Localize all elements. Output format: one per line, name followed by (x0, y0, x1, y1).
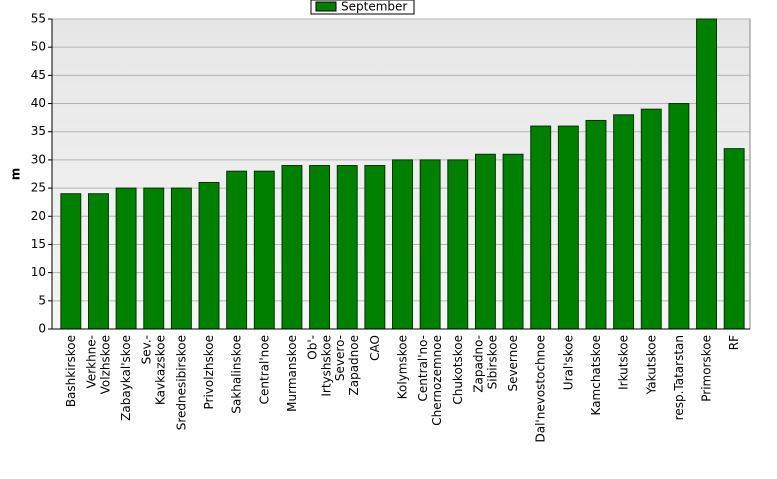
x-tick-label: Dal'nevostochnoe (534, 335, 548, 443)
y-tick-label: 10 (31, 265, 46, 279)
y-tick-label: 55 (31, 12, 46, 26)
legend-label: September (341, 0, 407, 14)
x-tick-label: Privolzhskoe (202, 335, 216, 409)
bar (668, 103, 690, 330)
x-tick-label: Kamchatskoe (589, 335, 603, 415)
x-tick-label: Kolymskoe (396, 335, 410, 399)
bar (530, 125, 552, 330)
y-tick-label: 15 (31, 237, 46, 251)
bar (640, 108, 662, 330)
bar (143, 187, 165, 330)
x-tick-label: Central'noe (257, 335, 271, 404)
bar (474, 153, 496, 330)
legend: September (310, 0, 415, 15)
legend-swatch (315, 1, 337, 12)
bar (115, 187, 137, 330)
y-tick-label: 30 (31, 152, 46, 166)
y-tick-label: 35 (31, 124, 46, 138)
y-tick-label: 45 (31, 68, 46, 82)
x-tick-label: Chukotskoe (451, 335, 465, 405)
x-tick-label: Primorskoe (700, 335, 714, 402)
y-tick-label: 20 (31, 209, 46, 223)
bar (723, 148, 745, 330)
x-tick-label: Yakutskoe (644, 335, 658, 395)
bar (447, 159, 469, 330)
bar (696, 18, 717, 330)
bar (88, 193, 109, 330)
bar (198, 181, 220, 330)
x-tick-label: Severnoe (506, 335, 520, 392)
x-tick-label: Sev.-Kavkazskoe (140, 335, 168, 405)
bar (613, 114, 635, 330)
bar (364, 165, 386, 330)
x-tick-label: Central'no-Chernozemnoe (416, 335, 444, 426)
x-tick-label: Zapadno-Sibirskoe (471, 335, 499, 393)
bar (60, 193, 82, 330)
bar (585, 119, 607, 330)
y-axis-label: m (9, 168, 23, 181)
y-tick-label: 40 (31, 96, 46, 110)
y-tick-label: 25 (31, 181, 46, 195)
x-tick-label: RF (727, 335, 741, 350)
bar (253, 170, 275, 330)
x-tick-label: Bashkirskoe (64, 335, 78, 407)
bar (336, 165, 358, 330)
bar (557, 125, 579, 330)
x-tick-label: Srednesibirskoe (174, 335, 188, 430)
x-tick-label: Ob'-Irtyshskoe (306, 335, 334, 397)
x-tick-label: Sakhalinskoe (230, 335, 244, 414)
bar (226, 170, 248, 330)
legend-box (310, 0, 415, 15)
x-tick-label: Severo-Zapadnoe (333, 335, 361, 396)
x-tick-label: Ural'skoe (561, 335, 575, 390)
x-tick-label: Zabaykal'skoe (119, 335, 133, 421)
x-tick-label: resp.Tatarstan (672, 335, 686, 420)
y-tick-label: 0 (38, 322, 46, 336)
bar (309, 165, 331, 330)
x-tick-label: Murmanskoe (285, 335, 299, 412)
bar (419, 159, 441, 330)
y-tick-label: 50 (31, 40, 46, 54)
bar (502, 153, 524, 330)
x-tick-label: CAO (368, 335, 382, 361)
bar (170, 187, 192, 330)
x-tick-label: Irkutskoe (617, 335, 631, 390)
y-tick-label: 5 (38, 293, 46, 307)
x-tick-label: Verkhne-Volzhskoe (84, 335, 112, 394)
bar (281, 165, 303, 330)
bar (392, 159, 413, 330)
